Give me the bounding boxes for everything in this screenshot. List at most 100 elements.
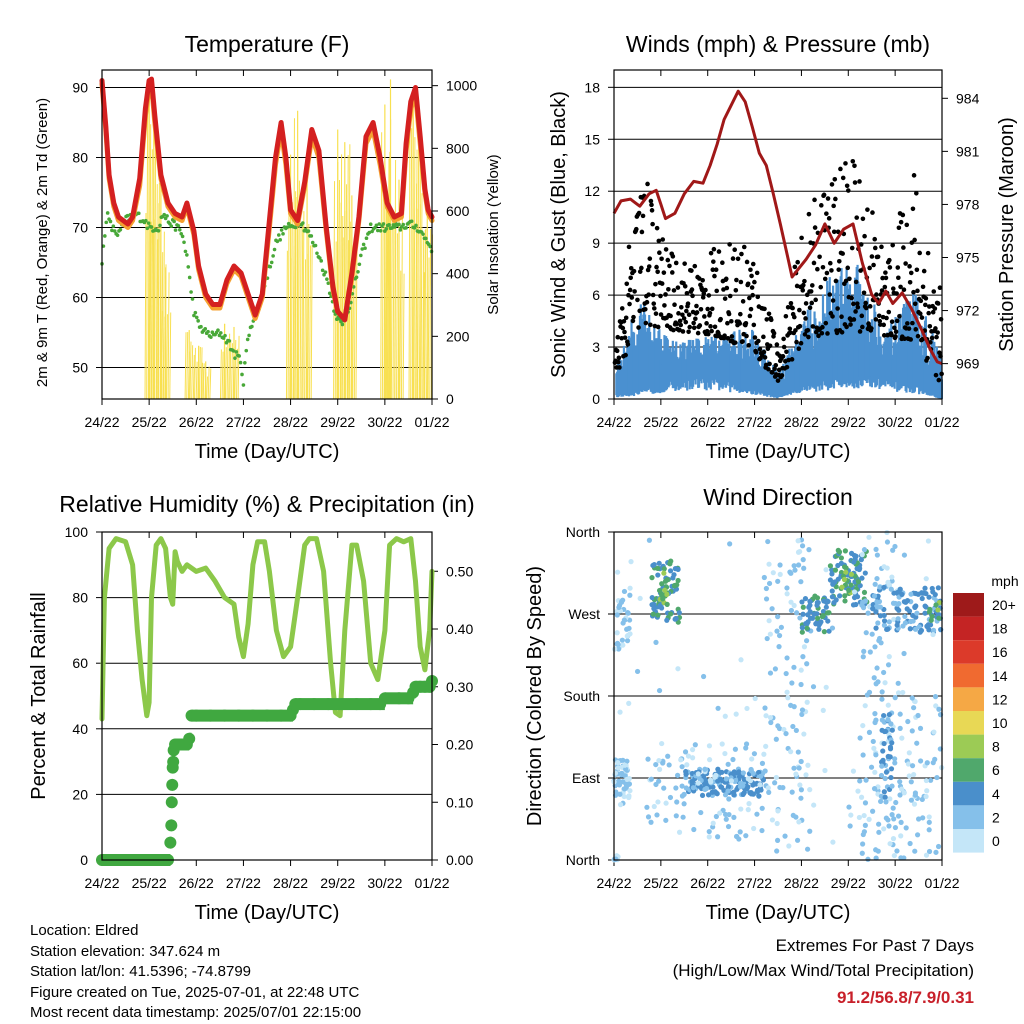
direction-point [856,814,862,821]
direction-point [896,601,902,607]
x-tick-label: 24/22 [596,875,631,891]
dewpoint-point [247,333,251,338]
y-tick-label: North [566,852,600,868]
gust-point [793,328,798,333]
gust-point [762,355,768,360]
direction-point [801,644,808,650]
direction-point [620,779,626,785]
direction-point [886,654,892,660]
direction-point [728,778,735,784]
direction-point [860,654,866,660]
gust-series [612,158,944,383]
dewpoint-point [110,228,114,233]
gust-point [896,275,901,281]
direction-point [767,714,774,721]
direction-point [881,740,887,747]
direction-point [723,816,729,822]
dewpoint-point [182,240,186,245]
direction-point [616,604,622,611]
direction-point [617,791,623,797]
direction-point [876,821,882,827]
direction-point [886,711,892,718]
direction-point [933,849,939,855]
gust-point [826,216,832,221]
gust-point [704,321,709,326]
dewpoint-point [275,239,280,244]
direction-point [761,574,767,581]
solar-spike [161,310,163,400]
gust-point [872,245,878,251]
direction-point [706,834,712,840]
dewpoint-point [149,225,154,229]
direction-point [763,713,769,719]
gust-point [683,319,689,325]
x-tick-label: 01/22 [924,414,959,430]
direction-point [861,589,868,596]
direction-point [661,785,667,791]
direction-point [822,767,828,774]
direction-point [912,848,918,854]
x-tick-label: 24/22 [84,875,119,891]
gust-point [737,321,743,326]
direction-point [934,774,940,781]
gust-point [753,349,759,355]
dewpoint-point [375,228,380,233]
gust-point [915,333,921,339]
solar-spike [144,213,147,400]
gust-point [761,334,766,340]
gust-point [627,287,633,293]
gust-point [795,259,800,265]
gust-point [663,292,668,297]
y-right-tick-label: 1000 [446,78,477,94]
gust-point [917,311,923,316]
dewpoint-point [193,310,198,315]
gust-point [854,215,860,220]
x-axis-label: Time (Day/UTC) [195,902,340,924]
direction-point [745,784,751,790]
y-tick-label: 50 [72,360,88,376]
direction-point [851,559,857,565]
y-tick-label: 6 [592,287,600,303]
direction-point [883,815,889,821]
gust-point [658,312,664,317]
colorbar-label: 16 [992,644,1008,660]
direction-point [769,817,775,823]
gust-point [654,225,660,231]
direction-point [923,793,929,800]
gust-point [867,304,873,309]
y-tick-label: 90 [72,80,88,96]
direction-point [901,552,908,558]
direction-point [683,785,689,791]
direction-point [623,766,629,772]
gust-point [676,311,681,316]
direction-point [936,615,942,621]
gust-point [624,281,630,287]
direction-point [651,606,657,612]
dewpoint-point [177,227,182,232]
direction-point [911,705,917,711]
direction-point [842,564,848,570]
dewpoint-point [354,275,359,280]
dewpoint-point [351,285,356,289]
x-axis-label: Time (Day/UTC) [706,902,851,924]
y-right-tick-label: 981 [956,143,980,159]
x-tick-label: 30/22 [367,414,402,430]
y-right-tick-label: 0.30 [446,679,473,695]
gust-point [701,291,707,296]
gust-point [710,267,716,273]
dewpoint-point [392,225,397,229]
direction-point [654,812,660,818]
direction-point [917,758,924,764]
y-right-tick-label: 978 [956,196,980,212]
solar-spike [340,154,343,400]
solar-spike [290,202,293,400]
direction-point [895,813,902,819]
direction-point [859,850,865,856]
gust-point [818,284,824,290]
gust-point [938,316,944,322]
gust-point [805,327,811,333]
direction-point [833,597,839,603]
gust-point [672,302,677,308]
y-right-tick-label: 200 [446,328,470,344]
gust-point [901,287,907,292]
